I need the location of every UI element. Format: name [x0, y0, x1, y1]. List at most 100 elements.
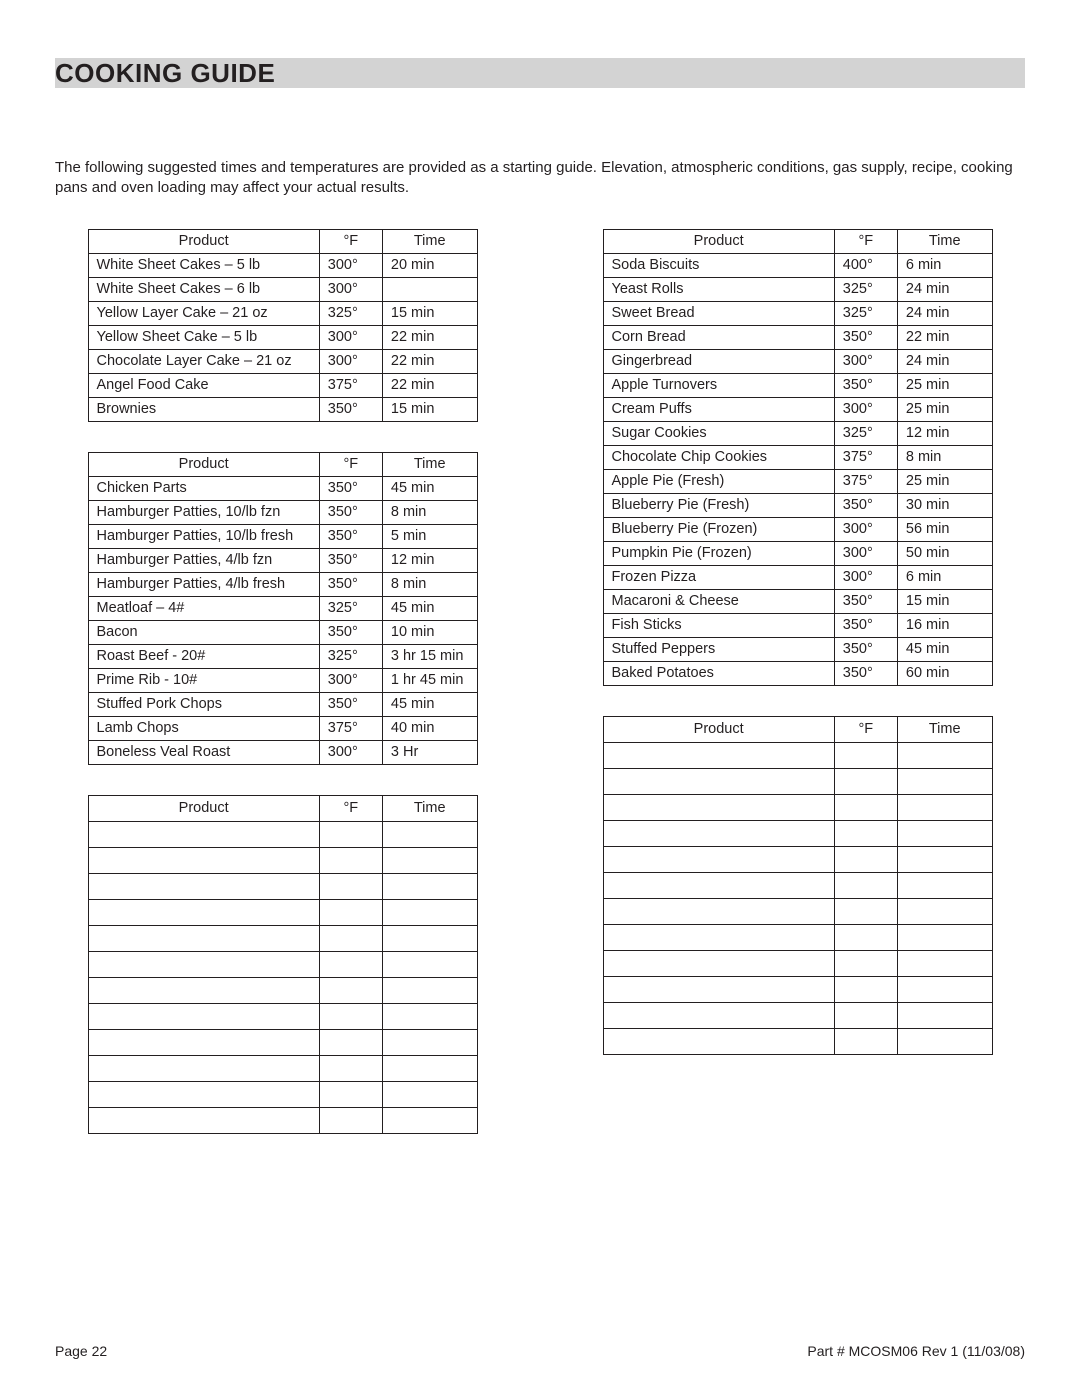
- cell-temp: 350°: [834, 589, 897, 613]
- cell-time: 3 Hr: [382, 740, 477, 764]
- table-body: White Sheet Cakes – 5 lb300°20 minWhite …: [88, 253, 477, 421]
- table-row: Pumpkin Pie (Frozen)300°50 min: [603, 541, 992, 565]
- cell-blank: [88, 1029, 319, 1055]
- cell-blank: [603, 950, 834, 976]
- cell-temp: 300°: [834, 541, 897, 565]
- cell-blank: [382, 1029, 477, 1055]
- cell-temp: 325°: [834, 277, 897, 301]
- table-row: [88, 821, 477, 847]
- cell-temp: 350°: [834, 373, 897, 397]
- cell-temp: 350°: [834, 325, 897, 349]
- cell-blank: [603, 1028, 834, 1054]
- table-row: [603, 768, 992, 794]
- cell-time: 22 min: [897, 325, 992, 349]
- cell-temp: 300°: [319, 668, 382, 692]
- cell-time: 24 min: [897, 301, 992, 325]
- table-row: Hamburger Patties, 4/lb fresh350°8 min: [88, 572, 477, 596]
- footer-part: Part # MCOSM06 Rev 1 (11/03/08): [807, 1343, 1025, 1359]
- cell-product: Macaroni & Cheese: [603, 589, 834, 613]
- cell-product: Soda Biscuits: [603, 253, 834, 277]
- cell-product: Yellow Layer Cake – 21 oz: [88, 301, 319, 325]
- table-blank-left: Product °F Time: [88, 795, 478, 1134]
- cell-time: 24 min: [897, 349, 992, 373]
- cell-blank: [834, 1002, 897, 1028]
- cell-time: 8 min: [897, 445, 992, 469]
- col-header-temp: °F: [319, 452, 382, 476]
- cell-blank: [603, 1002, 834, 1028]
- cell-time: 22 min: [382, 325, 477, 349]
- cell-time: 6 min: [897, 253, 992, 277]
- col-header-temp: °F: [319, 795, 382, 821]
- table-row: Chicken Parts350°45 min: [88, 476, 477, 500]
- cell-time: 24 min: [897, 277, 992, 301]
- cell-blank: [834, 768, 897, 794]
- cell-time: [382, 277, 477, 301]
- table-row: Angel Food Cake375°22 min: [88, 373, 477, 397]
- table-row: Meatloaf – 4#325°45 min: [88, 596, 477, 620]
- cell-temp: 350°: [319, 572, 382, 596]
- cell-time: 56 min: [897, 517, 992, 541]
- table-row: Cream Puffs300°25 min: [603, 397, 992, 421]
- table-row: [603, 950, 992, 976]
- table-row: [603, 820, 992, 846]
- table-row: Prime Rib - 10#300°1 hr 45 min: [88, 668, 477, 692]
- cell-product: Prime Rib - 10#: [88, 668, 319, 692]
- col-header-temp: °F: [834, 716, 897, 742]
- table-row: Bacon350°10 min: [88, 620, 477, 644]
- table-row: [603, 872, 992, 898]
- table-row: [88, 977, 477, 1003]
- cell-blank: [382, 1055, 477, 1081]
- table-row: Corn Bread350°22 min: [603, 325, 992, 349]
- table-row: [88, 1029, 477, 1055]
- table-row: [603, 924, 992, 950]
- cell-blank: [319, 899, 382, 925]
- cell-temp: 325°: [834, 301, 897, 325]
- cell-blank: [88, 1107, 319, 1133]
- table-row: Baked Potatoes350°60 min: [603, 661, 992, 685]
- table-row: Stuffed Peppers350°45 min: [603, 637, 992, 661]
- col-header-temp: °F: [319, 229, 382, 253]
- col-header-product: Product: [88, 229, 319, 253]
- cell-product: Yellow Sheet Cake – 5 lb: [88, 325, 319, 349]
- cell-product: Lamb Chops: [88, 716, 319, 740]
- cell-time: 45 min: [897, 637, 992, 661]
- table-meats: Product °F Time Chicken Parts350°45 minH…: [88, 452, 478, 765]
- cell-temp: 400°: [834, 253, 897, 277]
- cell-blank: [834, 872, 897, 898]
- cell-blank: [834, 924, 897, 950]
- cell-temp: 350°: [319, 620, 382, 644]
- table-cakes: Product °F Time White Sheet Cakes – 5 lb…: [88, 229, 478, 422]
- cell-blank: [319, 951, 382, 977]
- table-row: Hamburger Patties, 10/lb fresh350°5 min: [88, 524, 477, 548]
- cell-temp: 325°: [319, 301, 382, 325]
- cell-product: Meatloaf – 4#: [88, 596, 319, 620]
- cell-blank: [382, 847, 477, 873]
- col-header-time: Time: [382, 229, 477, 253]
- table-baked: Product °F Time Soda Biscuits400°6 minYe…: [603, 229, 993, 686]
- cell-product: Chocolate Layer Cake – 21 oz: [88, 349, 319, 373]
- cell-temp: 300°: [319, 740, 382, 764]
- col-header-time: Time: [897, 229, 992, 253]
- cell-blank: [897, 1002, 992, 1028]
- page-title: COOKING GUIDE: [55, 58, 275, 89]
- cell-time: 22 min: [382, 349, 477, 373]
- cell-temp: 350°: [834, 637, 897, 661]
- cell-blank: [897, 846, 992, 872]
- cell-blank: [897, 950, 992, 976]
- cell-blank: [319, 977, 382, 1003]
- col-header-product: Product: [603, 716, 834, 742]
- cell-time: 8 min: [382, 500, 477, 524]
- table-row: [603, 742, 992, 768]
- cell-product: Brownies: [88, 397, 319, 421]
- cell-blank: [88, 1081, 319, 1107]
- cell-blank: [319, 925, 382, 951]
- cell-product: Corn Bread: [603, 325, 834, 349]
- cell-time: 60 min: [897, 661, 992, 685]
- cell-blank: [382, 1003, 477, 1029]
- cell-blank: [834, 950, 897, 976]
- cell-blank: [319, 873, 382, 899]
- table-row: Gingerbread300°24 min: [603, 349, 992, 373]
- cell-product: Hamburger Patties, 10/lb fzn: [88, 500, 319, 524]
- cell-blank: [603, 768, 834, 794]
- table-body: [88, 821, 477, 1133]
